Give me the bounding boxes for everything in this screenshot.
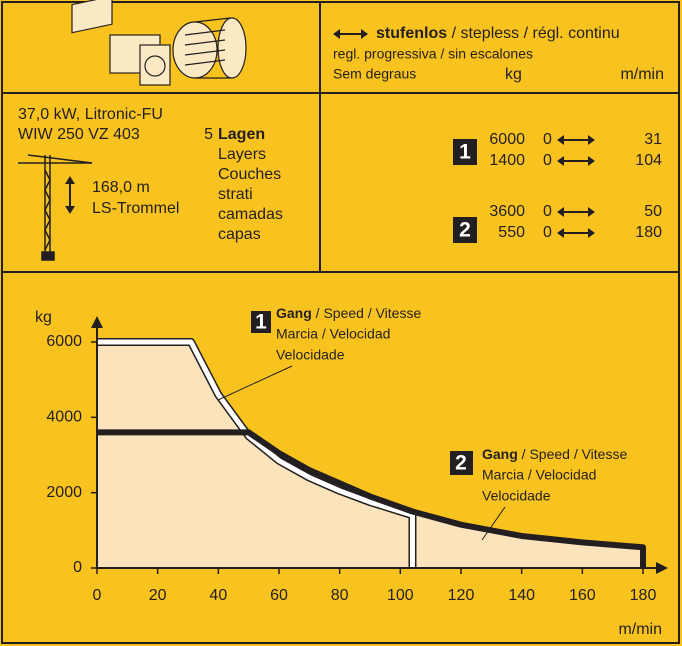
x-tick-label: 160: [569, 587, 596, 604]
stepless-arrow: [333, 29, 368, 39]
gear-to: 50: [644, 203, 662, 220]
layers-label: capas: [218, 226, 261, 243]
series-line: [97, 429, 646, 568]
gear-badge: [251, 311, 271, 333]
gear-from: 0: [543, 203, 552, 220]
x-axis-label: m/min: [618, 621, 662, 638]
crane-icon: [18, 154, 93, 261]
x-tick-label: 40: [209, 587, 227, 604]
gear-label: 1: [459, 141, 471, 164]
y-tick-label: 0: [73, 559, 82, 576]
height-arrow: [65, 176, 75, 214]
layers-label: Layers: [218, 146, 266, 163]
layers-label: Lagen: [218, 126, 265, 143]
x-tick-label: 180: [630, 587, 657, 604]
y-axis-arrow: [91, 316, 103, 328]
gear-label: 2: [459, 219, 471, 242]
y-axis-label: kg: [35, 309, 52, 326]
annotation-rest: / Speed / Vitesse: [518, 446, 628, 462]
annotation: Velocidade: [482, 488, 551, 504]
x-tick-label: 100: [387, 587, 414, 604]
column-label: m/min: [620, 66, 664, 83]
leader-line: [481, 506, 506, 541]
rope-length: 168,0 m: [92, 179, 150, 196]
annotation-rest: / Speed / Vitesse: [312, 305, 422, 321]
x-tick-label: 140: [508, 587, 535, 604]
annotation: Marcia / Velocidad: [276, 326, 390, 342]
gear-badge: [453, 217, 477, 243]
motor-model: WIW 250 VZ 403: [18, 126, 140, 143]
layers-count: 5: [204, 126, 213, 143]
annotation: Velocidade: [276, 347, 345, 363]
column-label: kg: [505, 66, 522, 83]
motor-power: 37,0 kW, Litronic-FU: [18, 106, 163, 123]
y-tick-label: 4000: [46, 409, 82, 426]
x-tick-label: 80: [331, 587, 349, 604]
header-line: Sem degraus: [333, 66, 416, 82]
x-tick-label: 60: [270, 587, 288, 604]
header-title: stufenlos / stepless / régl. continu: [376, 25, 620, 42]
y-tick-label: 6000: [46, 333, 82, 350]
gear-kg: 3600: [489, 203, 525, 220]
legend-label: 2: [455, 452, 467, 475]
x-tick-label: 20: [149, 587, 167, 604]
gear-kg: 6000: [489, 131, 525, 148]
range-arrows: [557, 135, 595, 238]
gear-to: 31: [644, 131, 662, 148]
gear-to: 180: [635, 224, 662, 241]
x-axis-arrow: [656, 562, 668, 574]
annotation-bold: Gang: [276, 305, 312, 321]
leader-line: [217, 365, 293, 401]
gear-badge: [453, 139, 477, 165]
header-line: regl. progressiva / sin escalones: [333, 46, 533, 62]
gear-from: 0: [543, 224, 552, 241]
gear-from: 0: [543, 152, 552, 169]
x-tick-label: 120: [448, 587, 475, 604]
legend-label: 1: [255, 311, 267, 334]
annotation-bold: Gang: [482, 446, 518, 462]
series-line: [97, 339, 415, 568]
layers-label: strati: [218, 186, 253, 203]
gear-to: 104: [635, 152, 662, 169]
annotation: Gang / Speed / Vitesse: [276, 305, 421, 321]
gear-from: 0: [543, 131, 552, 148]
layers-label: Couches: [218, 166, 281, 183]
gear-kg: 1400: [489, 152, 525, 169]
gear-kg: 550: [498, 224, 525, 241]
annotation: Marcia / Velocidad: [482, 467, 596, 483]
drum-label: LS-Trommel: [92, 200, 179, 217]
gear-badge: [450, 451, 473, 475]
winch-icon: [71, 0, 247, 86]
annotation: Gang / Speed / Vitesse: [482, 446, 627, 462]
layers-label: camadas: [218, 206, 283, 223]
x-tick-label: 0: [93, 587, 102, 604]
title-bold: stufenlos: [376, 25, 447, 42]
title-rest: / stepless / régl. continu: [447, 25, 620, 42]
y-tick-label: 2000: [46, 484, 82, 501]
chart: 0 2000 4000 6000 0 20 40 60 80 100 120 140 160 180: [46, 316, 668, 604]
